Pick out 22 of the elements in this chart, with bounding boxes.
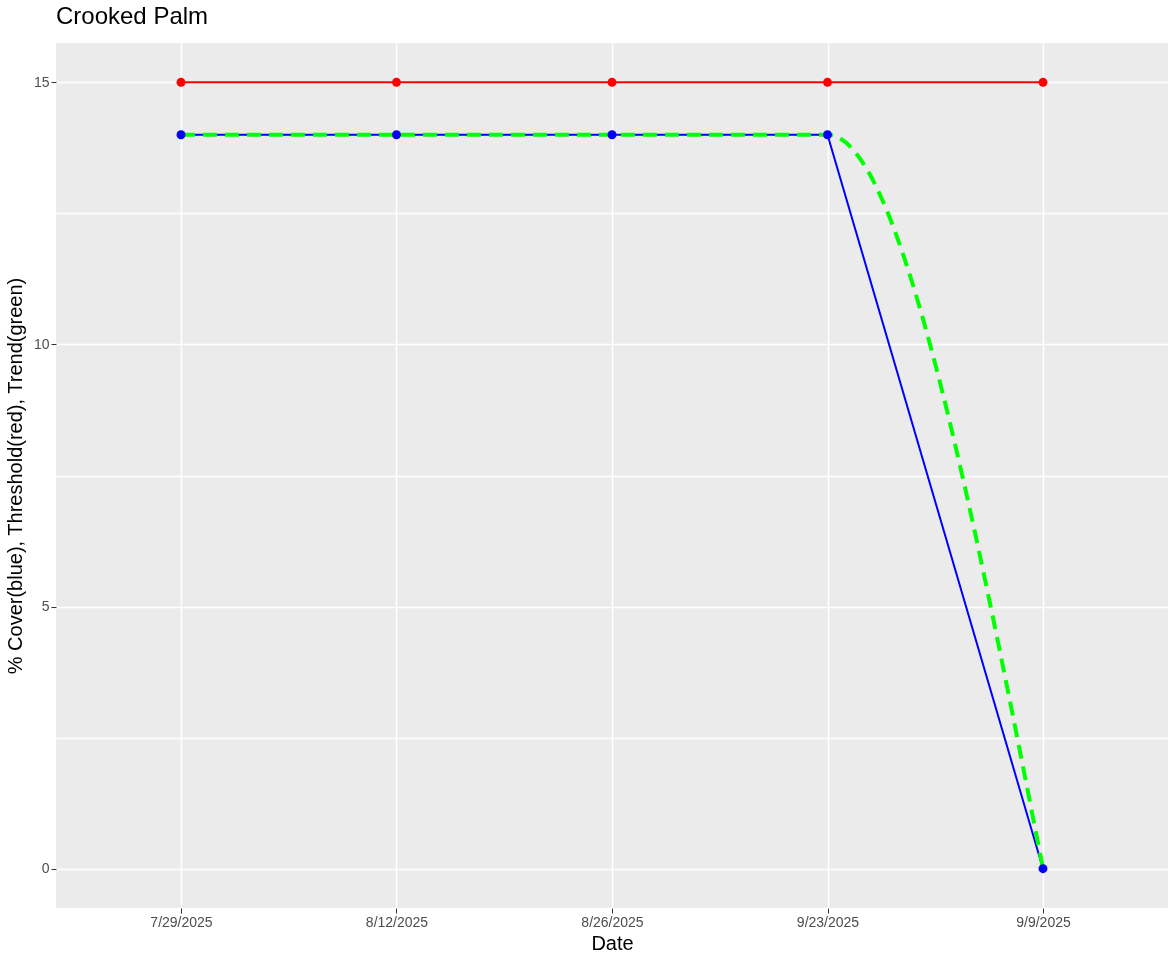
point [176,130,186,140]
point [823,130,832,140]
chart-title: Crooked Palm [56,2,209,29]
x-axis-title: Date [591,931,634,954]
x-tick-label: 8/12/2025 [365,913,429,930]
point [392,130,401,140]
x-tick-label: 9/23/2025 [796,913,860,930]
point [1038,77,1048,87]
x-tick-label: 8/26/2025 [581,913,644,930]
y-tick-label: 0 [41,860,50,877]
x-tick-label: 7/29/2025 [150,913,213,930]
y-tick-label: 10 [33,335,50,352]
point [607,130,617,140]
point [823,77,832,87]
y-tick-label: 15 [33,73,50,90]
point [176,77,186,87]
y-tick-label: 5 [41,598,50,615]
point [1038,864,1048,874]
y-axis-title: % Cover(blue), Threshold(red), Trend(green) [3,277,26,675]
x-tick-label: 9/9/2025 [1016,913,1071,930]
point [392,77,401,87]
point [607,77,617,87]
